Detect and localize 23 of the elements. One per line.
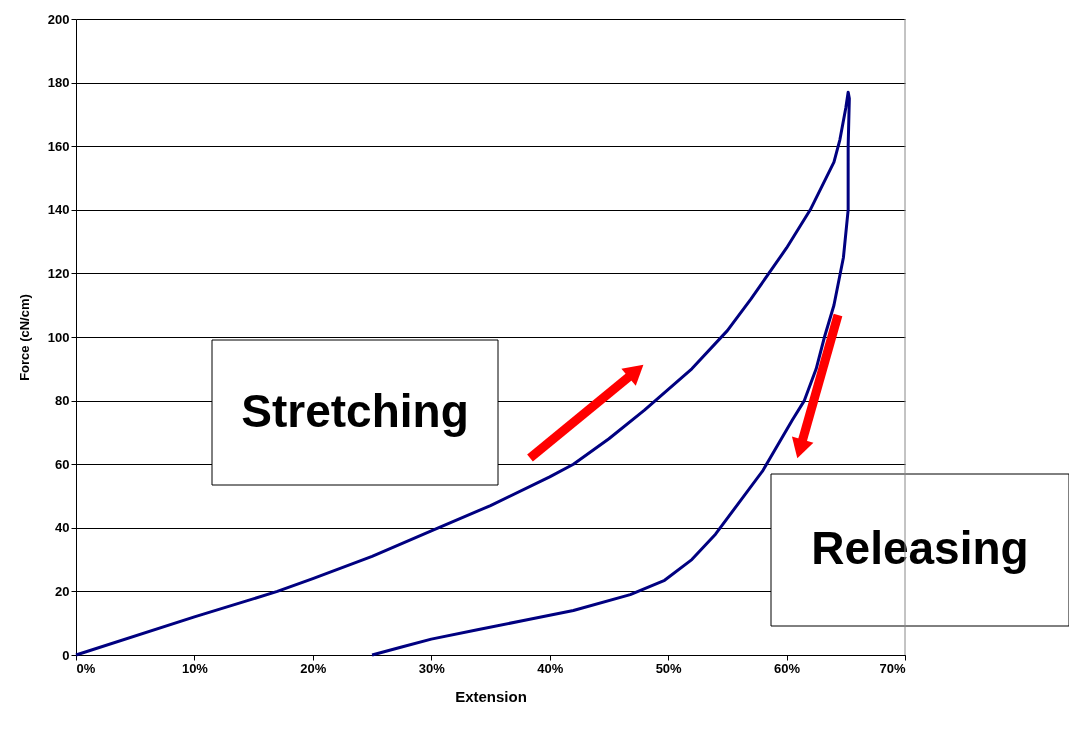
y-tick-label: 40 [55, 520, 70, 536]
x-tick-label: 0% [76, 660, 96, 676]
y-axis-title: Force (cN/cm) [16, 294, 32, 381]
x-tick-label: 50% [655, 660, 683, 676]
x-tick-label: 70% [879, 660, 906, 676]
x-axis-title: Extension [455, 687, 527, 705]
y-tick-label: 60 [55, 456, 70, 472]
x-tick-label: 30% [418, 660, 446, 676]
y-tick-label: 120 [47, 265, 70, 281]
y-tick-label: 0 [62, 647, 70, 663]
y-tick-label: 180 [47, 75, 70, 91]
y-tick-label: 140 [47, 202, 70, 218]
y-tick-label: 20 [55, 583, 70, 599]
x-tick-label: 10% [181, 660, 209, 676]
y-tick-label: 80 [55, 393, 70, 409]
y-tick-label: 100 [47, 329, 70, 345]
annotation: Releasing [811, 522, 1029, 574]
y-tick-label: 200 [47, 11, 70, 27]
annotation: Stretching [241, 384, 469, 437]
y-tick-label: 160 [47, 138, 70, 154]
x-tick-label: 20% [300, 660, 327, 676]
x-tick-label: 40% [537, 660, 564, 676]
x-tick-label: 60% [774, 660, 801, 676]
